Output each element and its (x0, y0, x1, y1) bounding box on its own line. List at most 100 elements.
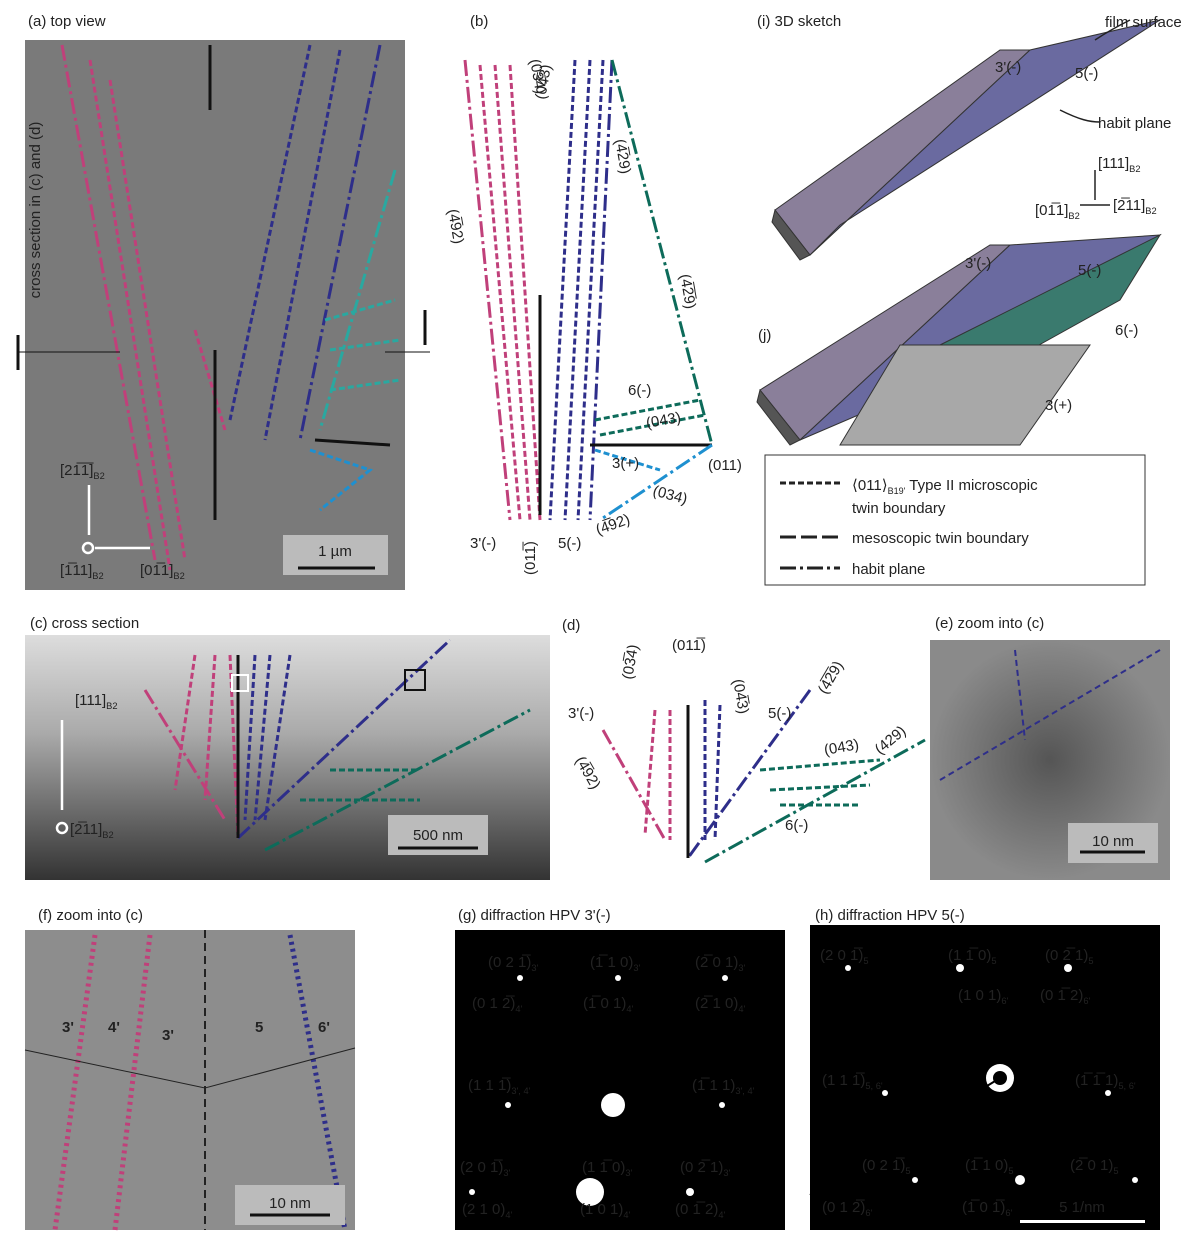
schematic-b (465, 60, 712, 520)
text-part: (0 1 2̅) (472, 995, 515, 1012)
label: 3'(-) (470, 535, 496, 552)
text-part: 6' (865, 1208, 872, 1218)
legend-box (765, 455, 1145, 585)
text-part: 5 (1088, 956, 1093, 966)
text-part: 4' (515, 1004, 522, 1014)
text-part: (2 0 1̅) (820, 947, 863, 964)
text-part: 5 (863, 956, 868, 966)
spot-label: (0 2 1̅)3' (488, 954, 539, 973)
panel-title: (i) 3D sketch (757, 13, 841, 30)
spot-label: (0 2̅ 1)3' (680, 1159, 731, 1178)
label: 3' (162, 1027, 174, 1044)
panel-title: (g) diffraction HPV 3'(-) (458, 907, 611, 924)
label: film surface (1105, 14, 1182, 31)
text-part: [01̅1] (1035, 202, 1068, 219)
panel-title: (b) (470, 13, 488, 30)
schematic-d (603, 690, 925, 862)
legend-text: ⟨011⟩B19' Type II microscopic (852, 477, 1038, 496)
text-part: 5 (1113, 1166, 1118, 1176)
label: cross section in (c) and (d) (27, 122, 44, 299)
label: (03̅4) (619, 643, 642, 680)
text-part: B2 (1145, 206, 1156, 216)
text-part: 3' (625, 1168, 632, 1178)
spot-label: (1̅ 0 1)4' (583, 995, 634, 1014)
label: 10 nm (269, 1195, 311, 1212)
text-part: 3' (723, 1168, 730, 1178)
text-part: [111] (1098, 155, 1129, 172)
label: (043) (823, 736, 860, 759)
text-part: B2 (93, 471, 104, 481)
spot-label: (1 0 1)6' (958, 987, 1009, 1006)
panel-title: (h) diffraction HPV 5(-) (815, 907, 965, 924)
label: 5 1/nm (1059, 1199, 1105, 1216)
spot-label: (1̅ 0 1̅)6' (962, 1199, 1013, 1218)
text-part: 5 (1008, 1166, 1013, 1176)
text-part: (1 0 1) (958, 987, 1001, 1004)
text-part: (0 1̅ 2) (675, 1201, 718, 1218)
spot-label: (1 1̅ 0)5 (948, 947, 997, 966)
figure: (a) top view cross section in (c) and (d)… (0, 0, 1189, 1235)
text-part: 3' (531, 963, 538, 973)
label: 6(-) (1115, 322, 1138, 339)
text-part: (0 1 2̅) (822, 1199, 865, 1216)
text-part: 4' (738, 1004, 745, 1014)
spot-label: (1̅ 1 0)5 (965, 1157, 1014, 1176)
label: 5 (255, 1019, 263, 1036)
scale-bar (1020, 1220, 1145, 1223)
text-part: (1 1 1̅) (822, 1072, 865, 1089)
text-part: (1̅ 1 0) (965, 1157, 1008, 1174)
label: 3(+) (1045, 397, 1072, 414)
spot-label: (2̅ 0 1)3' (695, 954, 746, 973)
panel-title: (c) cross section (30, 615, 139, 632)
text-part: [2̅11] (70, 821, 102, 838)
text-part: 4' (623, 1210, 630, 1220)
label: 5(-) (768, 705, 791, 722)
text-part: [111] (75, 692, 106, 709)
label: (04̅3) (729, 678, 752, 715)
text-part: (1 1̅ 0) (948, 947, 991, 964)
label: 5(-) (558, 535, 581, 552)
label: [01̅1]B2 (1035, 202, 1080, 221)
text-part: B2 (1129, 164, 1140, 174)
text-part: (2̅ 0 1) (1070, 1157, 1113, 1174)
panel-title: (a) top view (28, 13, 106, 30)
label: [111]B2 (1098, 155, 1141, 174)
spot-label: (2 0 1̅)3' (460, 1159, 511, 1178)
text-part: 4' (718, 1210, 725, 1220)
text-part: 5 (991, 956, 996, 966)
text-part: 6' (1001, 996, 1008, 1006)
text-part: (2̅ 0 1) (695, 954, 738, 971)
label: (043) (645, 409, 682, 432)
spot-label: (1 1̅ 0)3' (582, 1159, 633, 1178)
spot-label: (2̅ 1 0)4' (695, 995, 746, 1014)
label: (011) (708, 457, 742, 474)
label: 3' (62, 1019, 74, 1036)
text-part: 6' (1005, 1208, 1012, 1218)
spot-label: (2̅ 0 1)5 (1070, 1157, 1119, 1176)
label: 6' (318, 1019, 330, 1036)
label: (4̅2̅9) (676, 273, 699, 310)
spot-label: (1 0 1)4' (580, 1201, 631, 1220)
spot-label: (0 1 2̅)6' (822, 1199, 873, 1218)
label: (011̅) (672, 637, 706, 654)
text-part: B2 (102, 830, 113, 840)
text-part: 3' (738, 963, 745, 973)
label: 3(+) (612, 455, 639, 472)
spot-label: (2 0 1̅)5 (820, 947, 869, 966)
text-part: [21̅1̅] (60, 462, 94, 479)
text-part: (0 2̅ 1) (1045, 947, 1088, 964)
spot-label: (1̅ 1 0)3' (590, 954, 641, 973)
legend-text: twin boundary (852, 500, 946, 517)
text-part: 5, 6' (865, 1081, 883, 1091)
text-part: 5 (905, 1166, 910, 1176)
text-part: B2 (1068, 211, 1079, 221)
text-part: B2 (173, 571, 184, 581)
label: 5(-) (1078, 262, 1101, 279)
spot-label: (0 1̅ 2)6' (1040, 987, 1091, 1006)
label: [2̅11]B2 (1113, 197, 1157, 216)
text-part: 6' (1083, 996, 1090, 1006)
text-part: (1̅ 0 1̅) (962, 1199, 1005, 1216)
text-part: (0 2 1̅) (488, 954, 531, 971)
label: (4̅92) (572, 754, 604, 793)
legend-text: habit plane (852, 561, 925, 578)
